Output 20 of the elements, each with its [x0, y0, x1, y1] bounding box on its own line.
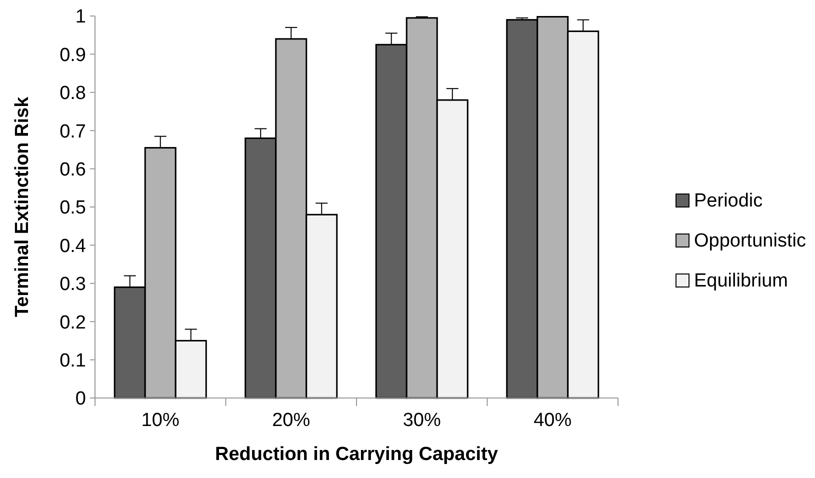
y-tick-label: 1 — [75, 6, 86, 28]
y-tick-label: 0.3 — [60, 274, 86, 296]
y-tick-label: 0.8 — [60, 83, 86, 104]
x-axis-title: Reduction in Carrying Capacity — [215, 444, 498, 465]
y-axis-title: Terminal Extinction Risk — [12, 96, 33, 318]
x-tick-label: 20% — [272, 410, 310, 431]
y-tick-label: 0.6 — [60, 159, 86, 180]
y-tick-label: 0 — [75, 388, 86, 410]
y-tick-label: 0.5 — [60, 198, 86, 219]
legend-label: Periodic — [694, 190, 763, 212]
y-tick-label: 0.7 — [60, 121, 86, 142]
x-tick-label: 40% — [534, 410, 572, 431]
y-tick-label: 0.4 — [60, 236, 86, 257]
y-tick-label: 0.1 — [60, 350, 86, 372]
y-tick-label: 0.9 — [60, 44, 86, 66]
x-tick-label: 30% — [402, 410, 441, 431]
legend-label: Equilibrium — [694, 270, 788, 292]
legend-label: Opportunistic — [694, 230, 806, 252]
y-tick-label: 0.2 — [60, 312, 86, 334]
x-tick-label: 10% — [141, 410, 180, 431]
